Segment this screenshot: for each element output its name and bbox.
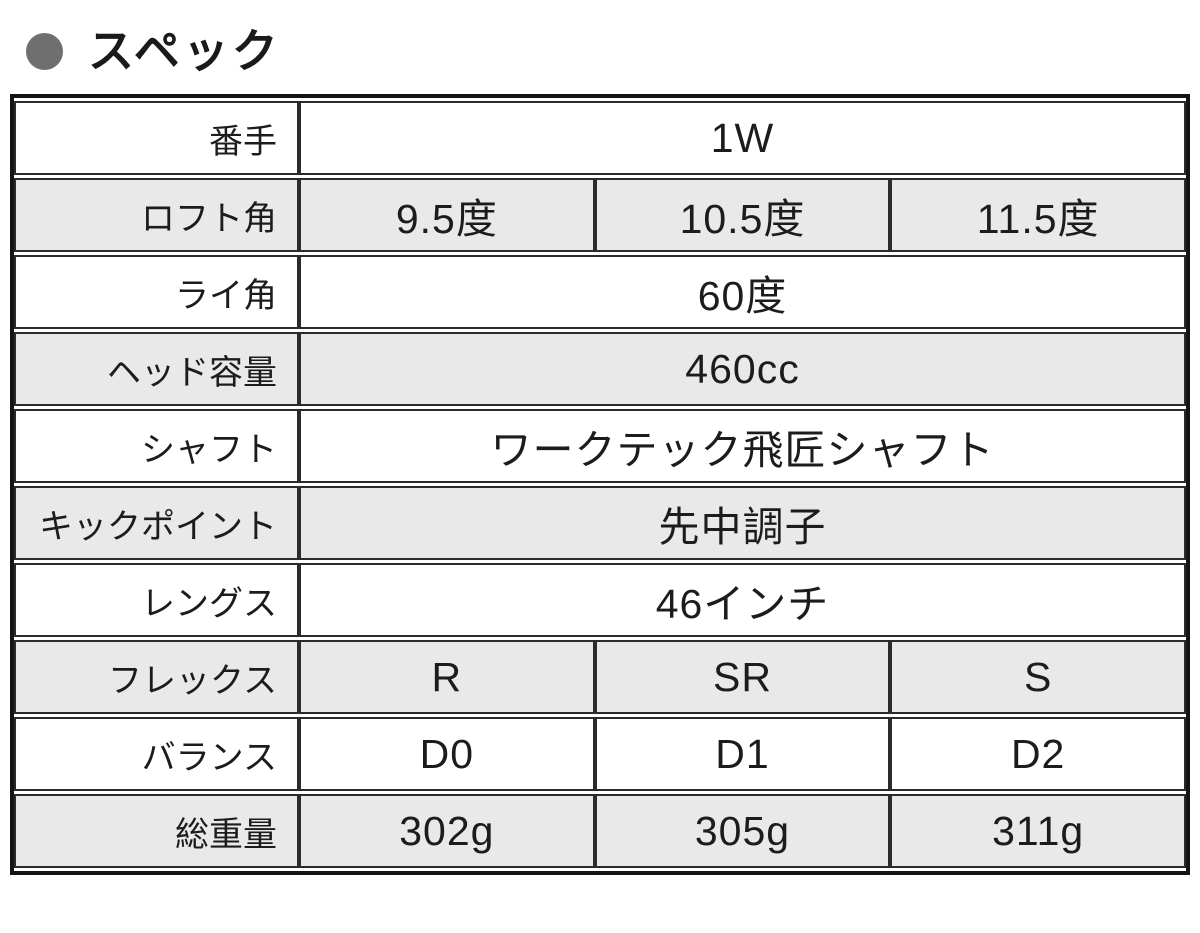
section-header: スペック bbox=[26, 26, 1200, 76]
bullet-icon bbox=[26, 32, 63, 70]
spec-value: SR bbox=[594, 640, 891, 714]
spec-value: ワークテック飛匠シャフト bbox=[299, 409, 1186, 483]
spec-table: 番手 1W ロフト角 9.5度 10.5度 11.5度 ライ角 60度 ヘッド容量 460cc シャ… bbox=[10, 94, 1190, 875]
row-label: レングス bbox=[14, 563, 299, 637]
spec-value: D0 bbox=[299, 717, 595, 791]
spec-value: 302g bbox=[299, 794, 595, 868]
spec-value: D2 bbox=[890, 717, 1186, 791]
row-label: ロフト角 bbox=[14, 178, 299, 252]
table-row: 総重量 302g 305g 311g bbox=[14, 794, 1186, 868]
table-row: レングス 46インチ bbox=[14, 563, 1186, 637]
spec-value: 46インチ bbox=[299, 563, 1186, 637]
row-label: シャフト bbox=[14, 409, 299, 483]
spec-value: 1W bbox=[299, 101, 1186, 175]
spec-value: 311g bbox=[890, 794, 1186, 868]
row-label: 総重量 bbox=[14, 794, 299, 868]
row-label: ヘッド容量 bbox=[14, 332, 299, 406]
spec-value: R bbox=[299, 640, 595, 714]
spec-table-body: 番手 1W ロフト角 9.5度 10.5度 11.5度 ライ角 60度 ヘッド容量 460cc シャ… bbox=[14, 101, 1186, 868]
table-row: ロフト角 9.5度 10.5度 11.5度 bbox=[14, 178, 1186, 252]
table-row: 番手 1W bbox=[14, 101, 1186, 175]
spec-value: 10.5度 bbox=[594, 178, 891, 252]
row-label: 番手 bbox=[14, 101, 299, 175]
row-label: キックポイント bbox=[14, 486, 299, 560]
spec-value: D1 bbox=[594, 717, 891, 791]
spec-value: 9.5度 bbox=[299, 178, 595, 252]
table-row: キックポイント 先中調子 bbox=[14, 486, 1186, 560]
table-row: シャフト ワークテック飛匠シャフト bbox=[14, 409, 1186, 483]
table-row: ヘッド容量 460cc bbox=[14, 332, 1186, 406]
row-label: バランス bbox=[14, 717, 299, 791]
spec-value: 60度 bbox=[299, 255, 1186, 329]
table-row: ライ角 60度 bbox=[14, 255, 1186, 329]
spec-value: 305g bbox=[594, 794, 891, 868]
row-label: フレックス bbox=[14, 640, 299, 714]
row-label: ライ角 bbox=[14, 255, 299, 329]
table-row: バランス D0 D1 D2 bbox=[14, 717, 1186, 791]
table-row: フレックス R SR S bbox=[14, 640, 1186, 714]
spec-value: 11.5度 bbox=[890, 178, 1186, 252]
page-title: スペック bbox=[88, 25, 281, 77]
spec-value: 先中調子 bbox=[299, 486, 1186, 560]
spec-value: S bbox=[890, 640, 1186, 714]
spec-value: 460cc bbox=[299, 332, 1186, 406]
